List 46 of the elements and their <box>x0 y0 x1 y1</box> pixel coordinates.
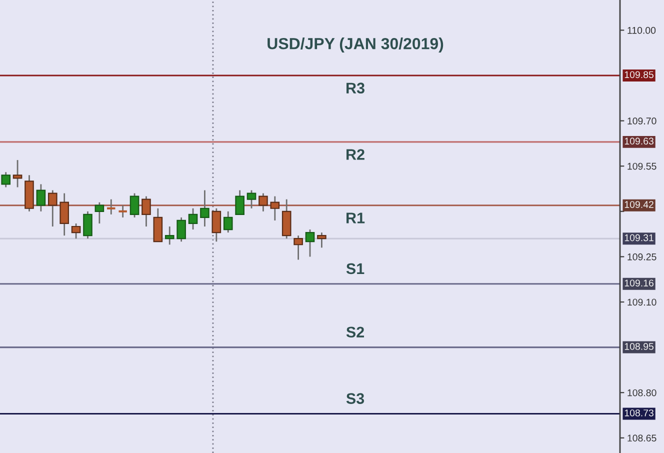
candlestick <box>130 192 140 218</box>
candlestick <box>258 192 268 212</box>
candlestick <box>235 190 244 216</box>
candlestick <box>36 184 46 212</box>
candlestick <box>142 196 151 228</box>
y-tick-label: 109.55 <box>628 162 656 170</box>
candlestick <box>94 202 104 224</box>
ref-line-label: 109.63 <box>624 138 654 145</box>
candlestick <box>212 208 222 242</box>
candlestick <box>176 216 186 242</box>
candlestick <box>270 196 280 222</box>
y-tick-label: 109.25 <box>628 253 656 260</box>
ref-line-label: 109.31 <box>624 234 654 242</box>
candlestick <box>71 222 81 240</box>
candlestick <box>60 192 69 236</box>
y-tick-label: 108.80 <box>628 389 656 396</box>
candlestick <box>83 210 92 240</box>
candlestick <box>188 208 198 230</box>
annotation: R3 <box>346 82 364 94</box>
ref-line-label: 108.95 <box>624 343 654 350</box>
candlestick <box>48 190 58 228</box>
annotation: S3 <box>346 393 364 404</box>
candlestick <box>164 226 174 246</box>
ref-line-label: 109.85 <box>624 71 654 78</box>
y-tick-label: 108.65 <box>628 434 656 442</box>
ref-line-label: 109.42 <box>624 201 654 208</box>
annotation: R2 <box>346 149 364 160</box>
candlestick <box>223 210 233 234</box>
candlestick <box>1 171 10 188</box>
candlestick <box>317 232 326 248</box>
annotation: S1 <box>346 263 364 274</box>
y-tick-label: 109.10 <box>628 298 656 306</box>
text: USD/JPY (JAN 30/2019) <box>268 38 444 52</box>
candlestick <box>305 228 315 258</box>
candlestick <box>246 190 256 210</box>
ref-line-label: 109.16 <box>624 280 654 286</box>
annotation: R1 <box>346 212 365 224</box>
candlestick <box>12 159 22 188</box>
annotation: S2 <box>346 326 364 338</box>
ref-line-label: 108.73 <box>624 409 654 416</box>
candlestick <box>200 190 210 228</box>
candlestick <box>106 198 116 216</box>
y-tick-label: 110.00 <box>628 26 656 34</box>
y-tick-label: 109.70 <box>628 118 656 124</box>
candlestick <box>118 204 128 218</box>
candlestick <box>294 234 303 260</box>
